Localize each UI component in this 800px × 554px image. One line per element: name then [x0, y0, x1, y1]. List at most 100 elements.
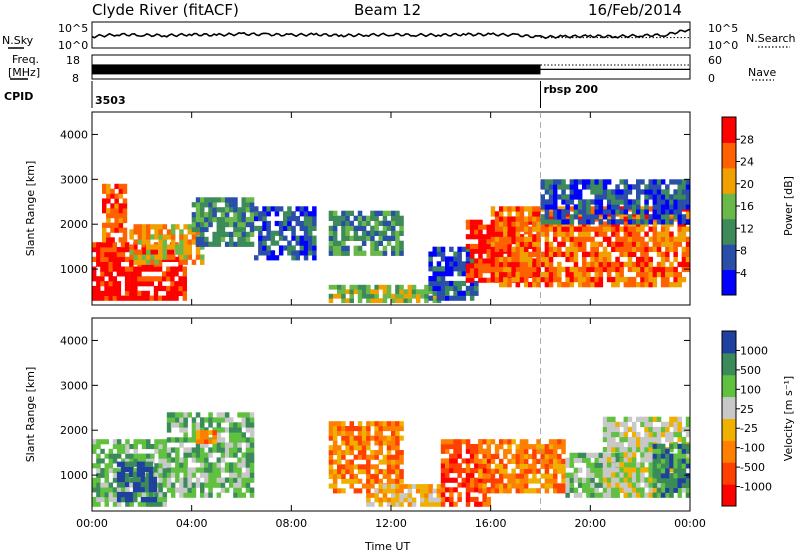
data-cell: [125, 501, 130, 507]
data-cell: [341, 450, 346, 456]
nave-tick-bottom: 0: [708, 72, 715, 85]
data-cell: [208, 197, 213, 203]
data-cell: [486, 253, 491, 259]
data-cell: [519, 449, 525, 455]
data-cell: [490, 266, 496, 273]
data-cell: [183, 259, 188, 265]
data-cell: [677, 194, 682, 200]
data-cell: [440, 492, 446, 498]
data-cell: [602, 206, 608, 212]
data-cell: [465, 234, 471, 240]
data-cell: [548, 211, 554, 217]
data-cell: [648, 271, 653, 278]
data-cell: [602, 214, 608, 220]
data-cell: [482, 458, 487, 464]
data-cell: [200, 422, 205, 428]
data-cell: [677, 463, 682, 469]
data-cell: [449, 468, 454, 474]
data-cell: [407, 493, 413, 498]
data-cell: [669, 194, 674, 200]
data-cell: [669, 421, 674, 428]
data-cell: [594, 271, 599, 278]
data-cell: [445, 463, 450, 469]
data-cell: [511, 458, 516, 464]
data-cell: [175, 457, 180, 463]
data-cell: [96, 261, 101, 267]
data-cell: [195, 212, 201, 218]
data-cell: [602, 492, 608, 498]
data-cell: [378, 426, 383, 432]
data-cell: [590, 462, 595, 468]
data-cell: [619, 452, 624, 458]
data-cell: [640, 209, 645, 215]
data-cell: [548, 473, 554, 479]
data-cell: [644, 416, 649, 422]
data-cell: [486, 501, 491, 507]
data-cell: [183, 249, 188, 255]
data-cell: [245, 427, 251, 433]
data-cell: [195, 482, 201, 488]
data-cell: [536, 276, 541, 283]
data-cell: [519, 251, 525, 257]
data-cell: [106, 213, 111, 219]
data-cell: [577, 467, 583, 473]
data-cell: [341, 440, 346, 446]
data-cell: [182, 281, 187, 287]
data-cell: [636, 487, 641, 493]
data-cell: [499, 206, 504, 212]
data-cell: [503, 221, 508, 227]
data-cell: [490, 271, 496, 278]
data-cell: [195, 430, 201, 435]
data-cell: [328, 230, 334, 236]
data-cell: [153, 276, 159, 282]
colorbar-swatch: [722, 117, 736, 143]
data-cell: [332, 240, 338, 246]
data-cell: [299, 245, 305, 251]
data-cell: [386, 240, 392, 246]
data-cell: [307, 240, 313, 246]
data-cell: [233, 427, 238, 433]
data-cell: [669, 261, 674, 268]
data-cell: [677, 276, 682, 283]
data-cell: [179, 249, 184, 255]
data-cell: [258, 235, 263, 241]
data-cell: [152, 497, 158, 503]
data-cell: [166, 254, 172, 260]
data-cell: [174, 271, 179, 277]
data-cell: [673, 271, 678, 278]
data-cell: [96, 290, 101, 296]
data-cell: [474, 229, 479, 235]
data-cell: [399, 426, 404, 432]
data-cell: [241, 202, 246, 208]
data-cell: [557, 483, 562, 489]
data-cell: [144, 486, 150, 493]
data-cell: [648, 477, 653, 483]
data-cell: [553, 194, 558, 200]
data-cell: [216, 241, 222, 247]
data-cell: [411, 293, 417, 299]
data-cell: [640, 219, 645, 225]
data-cell: [623, 251, 629, 257]
data-cell: [673, 473, 678, 479]
data-cell: [652, 477, 658, 484]
data-cell: [503, 241, 508, 247]
data-cell: [245, 231, 251, 237]
data-cell: [615, 189, 620, 195]
data-cell: [200, 427, 205, 433]
data-cell: [445, 285, 450, 291]
data-cell: [112, 261, 117, 267]
data-cell: [229, 477, 234, 483]
data-cell: [274, 230, 280, 236]
data-cell: [212, 231, 217, 237]
data-cell: [191, 422, 197, 428]
data-cell: [652, 426, 658, 433]
data-cell: [640, 226, 645, 232]
data-cell: [146, 234, 151, 240]
data-cell: [565, 246, 570, 252]
data-cell: [436, 251, 442, 257]
data-cell: [278, 250, 284, 256]
data-cell: [482, 473, 487, 479]
data-cell: [598, 472, 604, 478]
data-cell: [100, 247, 105, 253]
data-cell: [594, 482, 599, 488]
